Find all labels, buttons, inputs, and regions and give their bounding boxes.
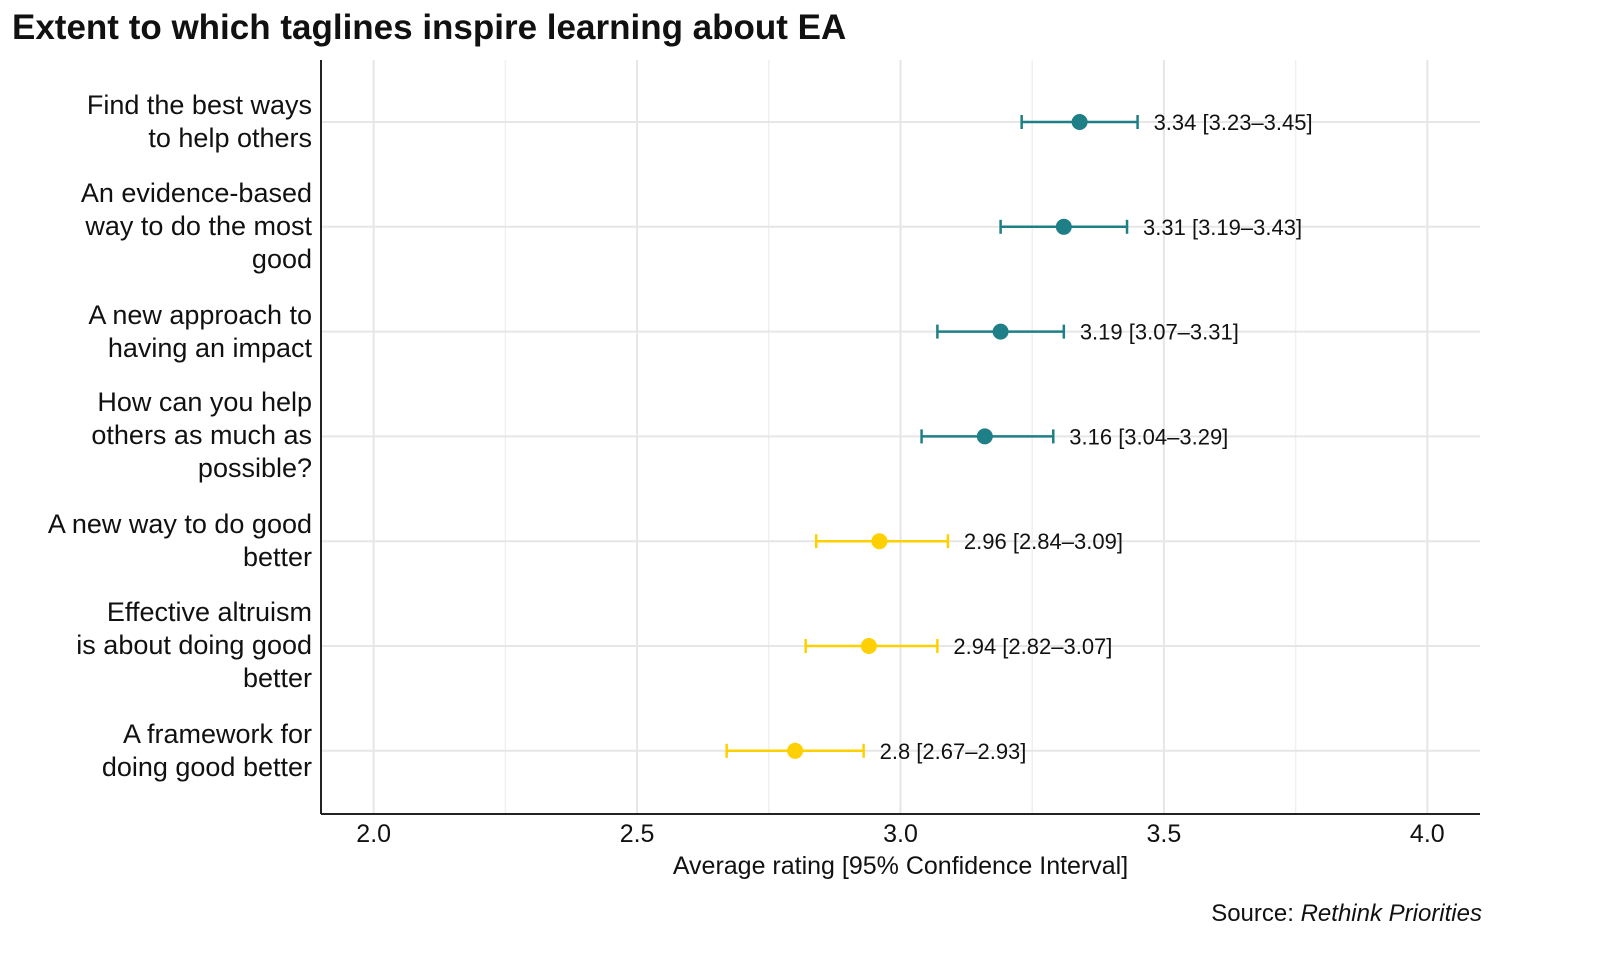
data-label: 3.31 [3.19–3.43] <box>1143 215 1302 240</box>
mean-point <box>860 638 877 654</box>
category-label: A framework for doing good better <box>101 718 312 782</box>
data-label: 2.8 [2.67–2.93] <box>880 739 1027 764</box>
source-name: Rethink Priorities <box>1300 900 1482 927</box>
chart-title: Extent to which taglines inspire learnin… <box>12 8 847 47</box>
x-tick-label: 2.5 <box>620 820 655 848</box>
mean-point <box>992 323 1009 340</box>
x-axis-label: Average rating [95% Confidence Interval] <box>672 852 1129 880</box>
mean-point <box>1071 114 1088 130</box>
mean-point <box>871 533 888 550</box>
data-label: 3.34 [3.23–3.45] <box>1154 110 1313 135</box>
mean-point <box>787 742 804 759</box>
mean-point <box>976 428 993 445</box>
category-label: A new approach to having an impact <box>88 299 312 363</box>
data-label: 3.19 [3.07–3.31] <box>1080 320 1239 345</box>
source-note: Source: Rethink Priorities <box>1211 900 1482 928</box>
category-label: A new way to do good better <box>47 509 312 573</box>
x-tick-label: 4.0 <box>1410 820 1445 848</box>
data-label: 2.94 [2.82–3.07] <box>953 634 1112 659</box>
x-tick-label: 2.0 <box>356 820 391 848</box>
category-label: Find the best ways to help others <box>86 90 312 153</box>
category-label: Effective altruism is about doing good b… <box>76 597 312 693</box>
data-label: 2.96 [2.84–3.09] <box>964 529 1123 554</box>
category-label: An evidence-based way to do the most goo… <box>80 177 312 274</box>
mean-point <box>1055 218 1072 235</box>
x-tick-label: 3.0 <box>883 820 918 848</box>
category-label: How can you help others as much as possi… <box>91 387 312 484</box>
data-label: 3.16 [3.04–3.29] <box>1069 424 1228 449</box>
x-tick-label: 3.5 <box>1147 820 1182 848</box>
source-prefix: Source: <box>1211 900 1301 927</box>
